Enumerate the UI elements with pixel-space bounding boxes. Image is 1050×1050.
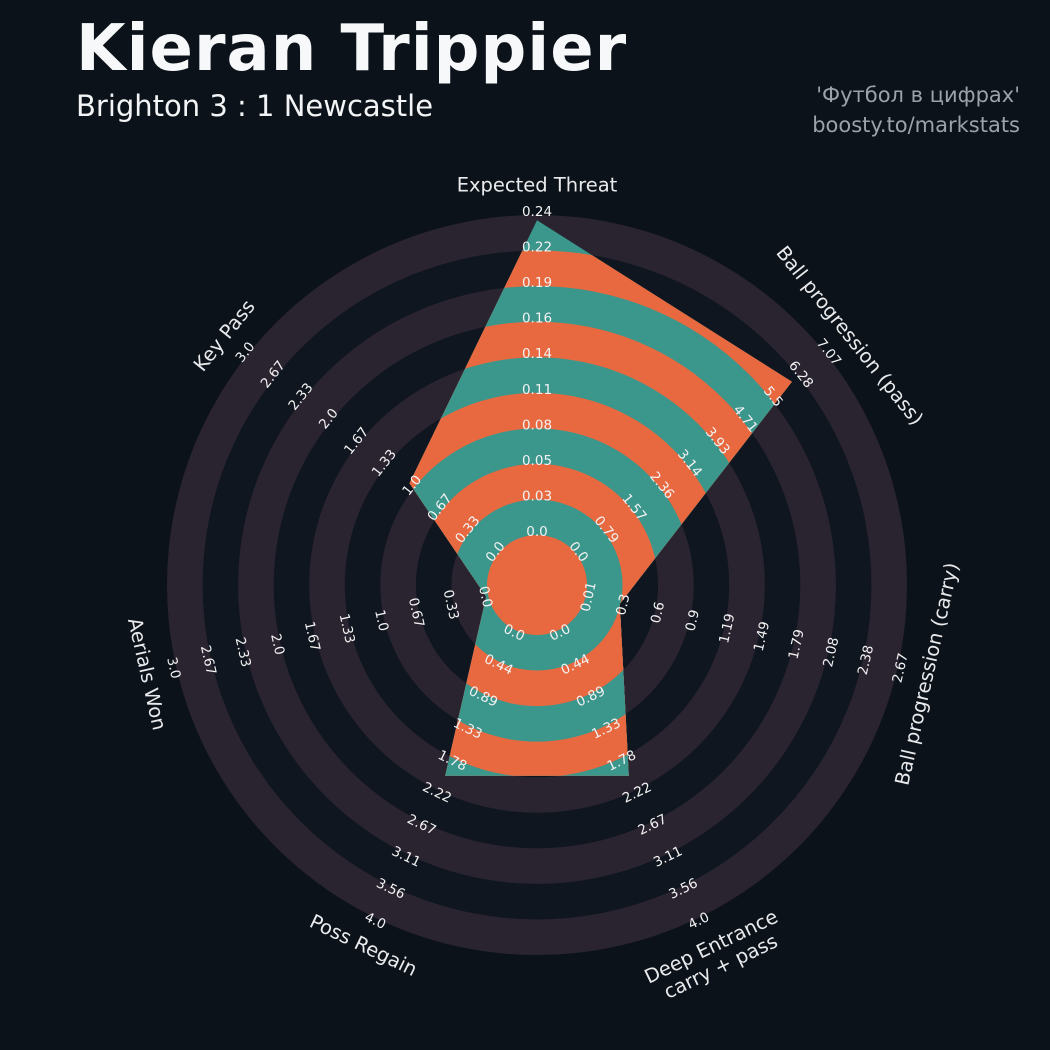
tick-label: 1.19 [716,612,738,645]
tick-label: 1.33 [336,612,358,645]
tick-label: 0.03 [522,488,552,504]
header: Kieran Trippier Brighton 3 : 1 Newcastle [76,12,628,124]
watermark: 'Футбол в цифрах' boosty.to/markstats [812,80,1020,140]
axis-label: Expected Threat [457,174,618,197]
tick-label: 0.6 [648,600,668,625]
watermark-url: boosty.to/markstats [812,113,1020,137]
watermark-brand: 'Футбол в цифрах' [816,83,1020,107]
tick-label: 0.08 [522,417,552,433]
tick-label: 0.19 [522,275,552,291]
tick-label: 0.11 [522,382,552,398]
tick-label: 3.0 [163,656,183,681]
tick-label: 0.67 [405,596,427,629]
page-title: Kieran Trippier [76,12,628,86]
tick-label: 2.08 [820,636,842,669]
tick-label: 0.14 [522,346,552,362]
tick-label: 0.22 [522,240,552,256]
tick-label: 1.79 [786,628,808,661]
tick-label: 0.33 [440,588,462,621]
tick-label: 0.16 [522,311,552,327]
tick-label: 2.67 [889,652,911,685]
tick-label: 2.33 [232,636,254,669]
tick-label: 1.49 [751,620,773,653]
axis-label: Aerials Won [123,616,171,733]
tick-label: 1.0 [371,608,391,633]
tick-label: 0.05 [522,453,552,469]
tick-label: 1.67 [301,620,323,653]
tick-label: 2.67 [197,644,219,677]
tick-label: 2.0 [267,632,287,657]
tick-label: 0.0 [475,585,495,610]
tick-label: 0.01 [578,580,600,613]
tick-label: 0.24 [522,204,552,220]
tick-label: 0.0 [526,524,547,540]
tick-label: 2.38 [855,644,877,677]
match-subtitle: Brighton 3 : 1 Newcastle [76,89,434,124]
data-inner-circle [487,535,587,635]
tick-label: 0.9 [683,608,703,633]
tick-label: 0.3 [613,592,633,617]
